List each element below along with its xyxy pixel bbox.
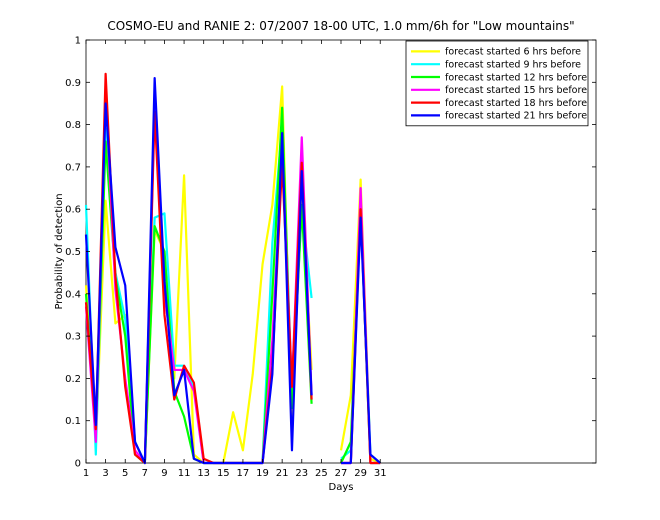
y-tick-label: 1 (75, 36, 81, 47)
x-tick-label: 27 (335, 468, 348, 479)
y-tick-label: 0.4 (65, 289, 81, 300)
y-tick-label: 0.3 (65, 332, 81, 343)
x-tick-label: 23 (295, 468, 308, 479)
series-line-6 (84, 76, 381, 465)
y-tick-label: 0.1 (65, 416, 81, 427)
axes: 1 3 5 7 9 11 13 15 17 19 21 23 25 27 29 3100.10.20.30.4… (65, 36, 596, 479)
legend-entry-4: forecast started 15 hrs before (445, 85, 587, 96)
y-tick-label: 0.7 (65, 162, 81, 173)
x-tick-label: 21 (276, 468, 289, 479)
y-axis-label: Probability of detection (54, 193, 65, 309)
legend-box (405, 40, 589, 127)
y-tick-label: 0.6 (65, 205, 81, 216)
legend-entry-2: forecast started 9 hrs before (445, 60, 581, 71)
x-tick-label: 1 (83, 468, 89, 479)
y-tick-label: 0.9 (65, 78, 81, 89)
x-axis-label: Days (329, 482, 354, 493)
x-tick-label: 7 (142, 468, 148, 479)
x-tick-label: 25 (315, 468, 328, 479)
x-tick-label: 13 (197, 468, 210, 479)
legend: forecast started 6 hrs before forecast st… (405, 40, 589, 127)
x-tick-label: 9 (161, 468, 167, 479)
chart-title: COSMO-EU and RANIE 2: 07/2007 18-00 UTC,… (107, 19, 574, 33)
x-tick-label: 19 (256, 468, 269, 479)
x-tick-label: 11 (178, 468, 191, 479)
series-layer (84, 72, 381, 465)
y-tick-label: 0.5 (65, 247, 81, 258)
legend-entry-5: forecast started 18 hrs before (445, 98, 587, 109)
x-tick-label: 31 (374, 468, 387, 479)
x-tick-label: 5 (122, 468, 128, 479)
x-tick-label: 3 (102, 468, 108, 479)
legend-entry-6: forecast started 21 hrs before (445, 111, 587, 122)
x-tick-label: 29 (354, 468, 367, 479)
y-tick-label: 0.8 (65, 120, 81, 131)
x-tick-label: 15 (217, 468, 230, 479)
y-tick-label: 0 (75, 459, 81, 470)
x-tick-label: 17 (237, 468, 250, 479)
legend-entry-3: forecast started 12 hrs before (445, 72, 587, 83)
legend-entry-1: forecast started 6 hrs before (445, 47, 581, 58)
y-tick-label: 0.2 (65, 374, 81, 385)
